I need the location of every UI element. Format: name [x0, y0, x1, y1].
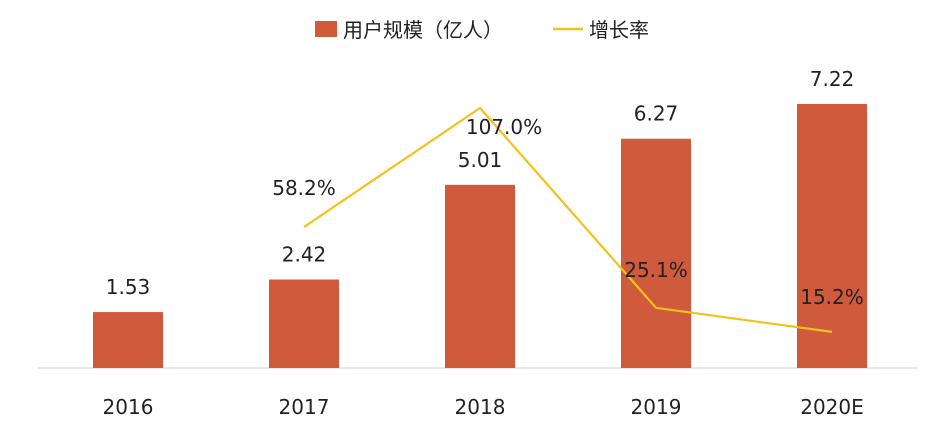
legend: 用户规模（亿人） 增长率	[315, 18, 649, 42]
growth-label-2017: 58.2%	[272, 176, 336, 200]
bar-label-2019: 6.27	[634, 102, 679, 126]
bar-2018	[445, 185, 515, 368]
bar-label-2020E: 7.22	[810, 67, 855, 91]
x-tick-2020E: 2020E	[800, 395, 864, 419]
growth-label-2020E: 15.2%	[800, 285, 864, 309]
bar-2019	[621, 139, 691, 368]
legend-line-label: 增长率	[589, 18, 649, 42]
growth-label-2018: 107.0%	[466, 115, 542, 139]
x-tick-2018: 2018	[455, 395, 506, 419]
bars-group	[93, 104, 867, 368]
legend-bar-label: 用户规模（亿人）	[343, 18, 503, 42]
bar-label-2016: 1.53	[106, 275, 151, 299]
x-tick-labels: 2016 2017 2018 2019 2020E	[103, 395, 864, 419]
x-tick-2019: 2019	[631, 395, 682, 419]
growth-line-group	[304, 108, 832, 332]
bar-label-2017: 2.42	[282, 243, 327, 267]
x-tick-2016: 2016	[103, 395, 154, 419]
growth-label-2019: 25.1%	[624, 258, 688, 282]
bar-label-2018: 5.01	[458, 148, 503, 172]
x-tick-2017: 2017	[279, 395, 330, 419]
legend-bar-swatch	[315, 21, 337, 37]
bar-2017	[269, 280, 339, 368]
growth-rate-line	[304, 108, 832, 332]
bar-2016	[93, 312, 163, 368]
